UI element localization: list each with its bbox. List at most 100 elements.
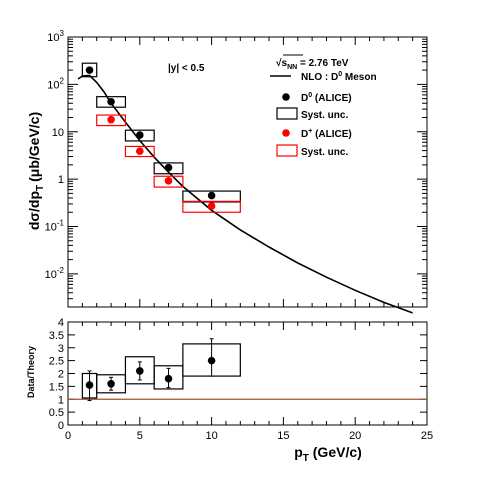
y-axis-label-main: dσ/dp — [26, 191, 42, 230]
nlo-curve-group — [77, 74, 413, 314]
y-tick-exp: 3 — [60, 29, 65, 38]
energy-sub: NN — [287, 64, 297, 71]
syst-box — [182, 200, 241, 213]
legend-box-swatch — [276, 107, 298, 120]
y-tick-base: 10 — [47, 79, 59, 91]
legend-marker-swatch — [282, 93, 290, 101]
legend-label-tail: Meson — [342, 72, 376, 83]
y-tick-base: 1 — [58, 174, 64, 186]
data-point — [207, 191, 216, 200]
y-axis-label: dσ/dpT (μb/GeV/c) — [26, 112, 46, 230]
ratio-y-axis-label: Data/Theory — [26, 346, 36, 398]
y-tick-base: 10 — [45, 222, 57, 234]
data-point — [136, 131, 144, 139]
ratio-y-tick-label: 3 — [58, 343, 64, 355]
syst-box — [124, 129, 155, 142]
x-tick-label: 10 — [205, 430, 217, 442]
annotation-rapidity: |y| < 0.5 — [168, 63, 205, 74]
ratio-y-tick-label: 3.5 — [49, 330, 64, 342]
syst-box — [96, 96, 127, 108]
y-tick-label: 10-1 — [45, 219, 65, 234]
data-point — [107, 115, 115, 124]
ratio-point — [164, 374, 173, 383]
y-tick-label: 10-2 — [45, 266, 65, 281]
syst-box — [153, 162, 184, 175]
legend-label-sup: 0 — [308, 92, 312, 99]
ratio-y-tick-label: 0 — [58, 420, 64, 432]
legend-label-text: D — [301, 129, 308, 140]
x-tick-label: 0 — [65, 430, 71, 442]
ratio-point — [136, 367, 144, 375]
y-tick-exp: -2 — [57, 266, 65, 275]
ratio-point — [207, 356, 216, 365]
y-tick-base: 10 — [45, 269, 57, 281]
data-point — [85, 66, 94, 74]
data-point — [207, 202, 216, 210]
legend-label-sup: + — [308, 128, 312, 135]
bottom-panel-frame — [67, 321, 428, 426]
legend-label: D+ (ALICE) — [301, 128, 352, 140]
y-axis-label-sub: T — [35, 185, 46, 191]
y-tick-base: 10 — [47, 32, 59, 44]
ratio-y-tick-label: 1.5 — [49, 381, 64, 393]
legend-label-text: Syst. unc. — [301, 110, 348, 121]
legend-label-text: D — [301, 93, 308, 104]
legend-label-sup: 0 — [338, 71, 342, 78]
y-tick-label: 103 — [47, 29, 64, 44]
legend-box-swatch — [276, 144, 298, 157]
legend-label-tail: (ALICE) — [312, 129, 351, 140]
ratio-y-tick-label: 0.5 — [49, 407, 64, 419]
x-axis-label-unit: (GeV/c) — [309, 444, 362, 460]
ratio-y-tick-label: 1 — [58, 394, 64, 406]
legend-label-text: NLO : D — [301, 72, 338, 83]
data-point — [107, 97, 115, 106]
legend-label-tail: (ALICE) — [312, 93, 351, 104]
x-axis-label: pT (GeV/c) — [294, 444, 362, 464]
data-point — [136, 147, 144, 155]
bottom-panel — [67, 321, 428, 426]
y-tick-label: 102 — [47, 76, 64, 91]
nlo-curve — [77, 74, 413, 314]
data-point — [164, 177, 173, 185]
ratio-syst-box — [153, 365, 184, 390]
legend-label-text: Syst. unc. — [301, 147, 348, 158]
energy-prefix: √s — [276, 58, 287, 69]
x-axis-label-main: p — [294, 444, 303, 460]
y-tick-label: 10 — [52, 127, 64, 139]
legend-label: D0 (ALICE) — [301, 92, 352, 104]
top-panel — [67, 36, 428, 308]
energy-label: √sNN = 2.76 TeV — [276, 58, 349, 71]
top-panel-data — [81, 62, 241, 213]
syst-box — [182, 190, 241, 203]
y-tick-exp: 2 — [60, 76, 65, 85]
x-tick-label: 25 — [421, 430, 433, 442]
syst-box — [124, 145, 155, 158]
energy-value: = 2.76 TeV — [297, 58, 349, 69]
top-panel-frame — [67, 36, 428, 308]
y-axis-label-unit: (μb/GeV/c) — [26, 112, 42, 182]
syst-box — [81, 62, 98, 78]
x-axis-label-sub: T — [303, 453, 309, 464]
y-tick-label: 1 — [58, 174, 64, 186]
y-tick-exp: -1 — [57, 219, 65, 228]
data-point — [164, 163, 173, 172]
bottom-panel-ticks: 00.511.522.533.54 0 5 10 15 20 25 — [49, 317, 433, 442]
ratio-y-tick-label: 2.5 — [49, 356, 64, 368]
ratio-y-tick-label: 2 — [58, 369, 64, 381]
bottom-panel-data — [68, 338, 427, 402]
syst-box — [96, 114, 127, 127]
legend-marker-swatch — [282, 129, 290, 137]
legend-label: Syst. unc. — [301, 147, 348, 158]
x-tick-label: 20 — [349, 430, 361, 442]
x-tick-label: 5 — [137, 430, 143, 442]
y-tick-base: 10 — [52, 127, 64, 139]
syst-box — [153, 175, 184, 188]
ratio-point — [107, 380, 115, 388]
legend-label: Syst. unc. — [301, 110, 348, 121]
legend-label: NLO : D0 Meson — [301, 71, 377, 83]
ratio-point — [85, 381, 94, 389]
ratio-y-tick-label: 4 — [58, 317, 64, 329]
